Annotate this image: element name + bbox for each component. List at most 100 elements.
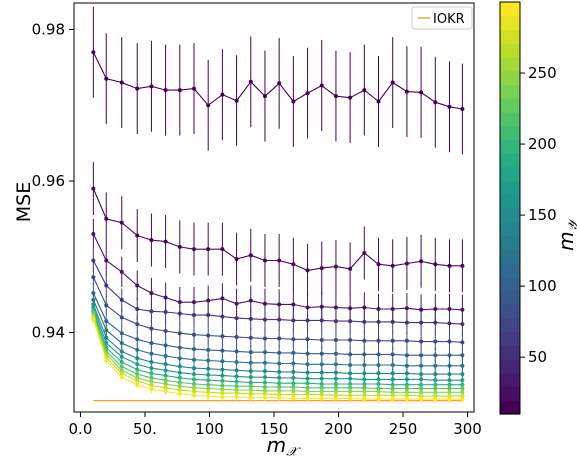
- data-point: [206, 372, 211, 377]
- data-point: [460, 263, 465, 268]
- data-point: [348, 95, 353, 100]
- colorbar-segment: [500, 262, 520, 278]
- data-point: [433, 262, 438, 267]
- data-point: [248, 350, 253, 355]
- x-tick-label: 300: [453, 420, 482, 438]
- data-point: [119, 341, 124, 346]
- data-point: [376, 319, 381, 324]
- data-point: [362, 338, 367, 343]
- data-point: [348, 319, 353, 324]
- data-point: [319, 351, 324, 356]
- data-point: [390, 338, 395, 343]
- data-point: [149, 387, 154, 392]
- data-point: [390, 263, 395, 268]
- series-my-45: [91, 218, 465, 325]
- series-my-65: [91, 249, 465, 336]
- colorbar-segment: [500, 400, 520, 415]
- data-point: [404, 397, 409, 402]
- data-point: [206, 298, 211, 303]
- data-point: [104, 358, 109, 363]
- data-point: [404, 261, 409, 266]
- data-point: [277, 361, 282, 366]
- data-point: [291, 369, 296, 374]
- data-point: [104, 76, 109, 81]
- data-point: [135, 86, 140, 91]
- plot-area: [91, 6, 465, 403]
- colorbar-segment: [500, 29, 520, 44]
- legend-iokr-label: IOKR: [433, 12, 465, 27]
- data-point: [163, 239, 168, 244]
- data-point: [404, 371, 409, 376]
- data-point: [119, 375, 124, 380]
- data-point: [177, 391, 182, 396]
- data-point: [91, 50, 96, 55]
- data-point: [376, 306, 381, 311]
- data-point: [460, 372, 465, 377]
- data-point: [135, 382, 140, 387]
- series-my-290: [91, 315, 465, 403]
- data-point: [163, 88, 168, 93]
- data-point: [277, 302, 282, 307]
- data-point: [348, 306, 353, 311]
- data-point: [433, 320, 438, 325]
- data-point: [291, 361, 296, 366]
- data-point: [206, 394, 211, 399]
- data-point: [460, 353, 465, 358]
- data-point: [135, 233, 140, 238]
- data-point: [119, 297, 124, 302]
- colorbar-segment: [500, 276, 520, 291]
- x-axis-label-sub: 𝒳: [286, 445, 301, 460]
- data-point: [447, 397, 452, 402]
- data-point: [91, 232, 96, 237]
- data-point: [192, 366, 196, 371]
- data-point: [419, 363, 424, 368]
- data-point: [192, 357, 196, 362]
- y-axis: 0.94 0.96 0.98: [32, 21, 74, 341]
- colorbar-segment: [500, 359, 520, 374]
- data-point: [192, 313, 196, 318]
- colorbar-segment: [500, 317, 520, 333]
- data-point: [362, 305, 367, 310]
- data-point: [319, 83, 324, 88]
- data-point: [390, 377, 395, 382]
- data-point: [206, 313, 211, 318]
- data-point: [177, 364, 182, 369]
- data-point: [404, 377, 409, 382]
- data-point: [262, 375, 267, 380]
- data-point: [192, 86, 196, 91]
- colorbar-segment: [500, 221, 520, 237]
- data-point: [220, 394, 225, 399]
- data-point: [163, 362, 168, 367]
- data-point: [177, 88, 182, 93]
- colorbar-segment: [500, 372, 520, 388]
- data-point: [163, 343, 168, 348]
- legend: IOKR: [411, 6, 473, 30]
- data-point: [163, 368, 168, 373]
- data-point: [262, 336, 267, 341]
- data-point: [460, 107, 465, 112]
- x-tick-label: 0.0: [69, 420, 93, 438]
- data-point: [390, 352, 395, 357]
- data-point: [135, 362, 140, 367]
- data-point: [104, 283, 109, 288]
- data-point: [362, 371, 367, 376]
- data-point: [291, 375, 296, 380]
- data-point: [376, 262, 381, 267]
- data-point: [206, 103, 211, 108]
- colorbar-segment: [500, 194, 520, 209]
- data-point: [447, 263, 452, 268]
- data-point: [362, 250, 367, 255]
- colorbar-label-main: m: [554, 231, 577, 250]
- data-point: [277, 317, 282, 322]
- colorbar-segment: [500, 249, 520, 264]
- data-point: [149, 326, 154, 331]
- colorbar-segment: [500, 345, 520, 360]
- data-point: [262, 350, 267, 355]
- data-point: [277, 350, 282, 355]
- data-point: [362, 363, 367, 368]
- data-point: [348, 396, 353, 401]
- data-point: [206, 366, 211, 371]
- colorbar-tick-label: 50: [528, 348, 547, 366]
- data-point: [248, 335, 253, 340]
- data-point: [319, 376, 324, 381]
